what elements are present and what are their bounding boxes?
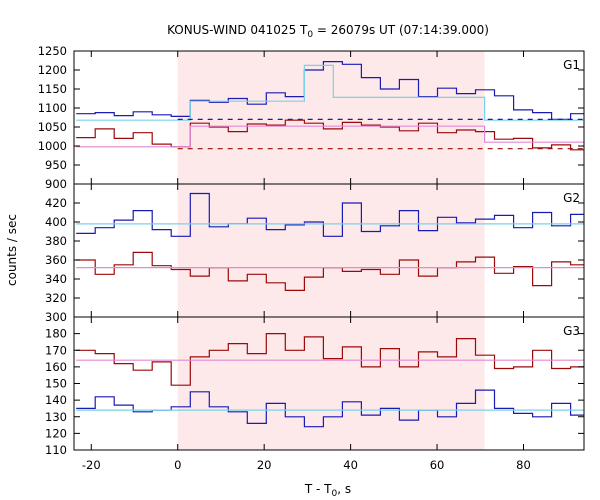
y-tick-label: 950 [45,158,67,172]
panel-g2: 300 320 340 360 380 400 420 G2 [45,183,585,324]
chart-title-rest: = 26079s UT (07:14:39.000) [313,23,489,37]
series-red-step-0 [76,333,584,386]
x-tick-label: -20 [82,458,101,472]
shaded-interval [177,51,485,184]
x-tick-label: 60 [430,458,445,472]
y-tick-label: 1000 [38,139,67,153]
panels-group: 900950100010501100115012001250G130032034… [38,44,585,472]
y-tick-label: 110 [45,443,67,457]
y-tick-label: 180 [45,327,67,341]
panel-label: G3 [563,324,580,338]
shaded-interval [177,317,485,450]
series-red-step-1 [76,119,584,151]
y-tick-label: 160 [45,360,67,374]
series-cyan-step-2 [76,64,584,121]
x-axis-label-main: T - T [304,482,332,496]
x-axis-label-subscript: 0 [332,489,338,499]
panel-label: G2 [563,191,580,205]
y-tick-label: 130 [45,410,67,424]
y-tick-label: 1150 [38,82,67,96]
y-tick-label: 140 [45,393,67,407]
y-tick-label: 420 [45,196,67,210]
x-tick-label: 0 [174,458,181,472]
y-tick-label: 360 [45,253,67,267]
panel-label: G1 [563,58,580,72]
chart-title-subscript: 0 [307,30,313,40]
y-tick-label: 1100 [38,101,67,115]
y-tick-label: 170 [45,343,67,357]
y-axis-label: counts / sec [5,214,19,286]
y-tick-label: 1050 [38,120,67,134]
x-axis-label: T - T0, s [304,482,351,499]
x-tick-label: 80 [516,458,531,472]
y-tick-label: 1200 [38,63,67,77]
y-tick-label: 120 [45,426,67,440]
chart-title: KONUS-WIND 041025 T0 = 26079s UT (07:14:… [167,23,489,40]
y-tick-label: 900 [45,177,67,191]
x-tick-label: 20 [257,458,272,472]
chart-title-main: KONUS-WIND 041025 T [167,23,308,37]
y-tick-label: 340 [45,272,67,286]
y-tick-label: 1250 [38,44,67,58]
panel-g1: 900 950 1000 1050 1100 1150 1200 1250 G1 [38,44,585,191]
x-axis-label-rest: , s [337,482,351,496]
y-tick-label: 380 [45,234,67,248]
series-blue-step-0 [76,60,584,121]
y-tick-label: 300 [45,310,67,324]
y-tick-label: 320 [45,291,67,305]
shaded-interval [177,184,485,317]
panel-g3: 110 120 130 140 150 160 170 180 G3 [45,316,585,457]
series-blue-step-0 [76,192,584,237]
y-tick-label: 150 [45,377,67,391]
x-tick-label: 40 [343,458,358,472]
y-tick-label: 400 [45,215,67,229]
series-pink-step-3 [76,125,584,148]
